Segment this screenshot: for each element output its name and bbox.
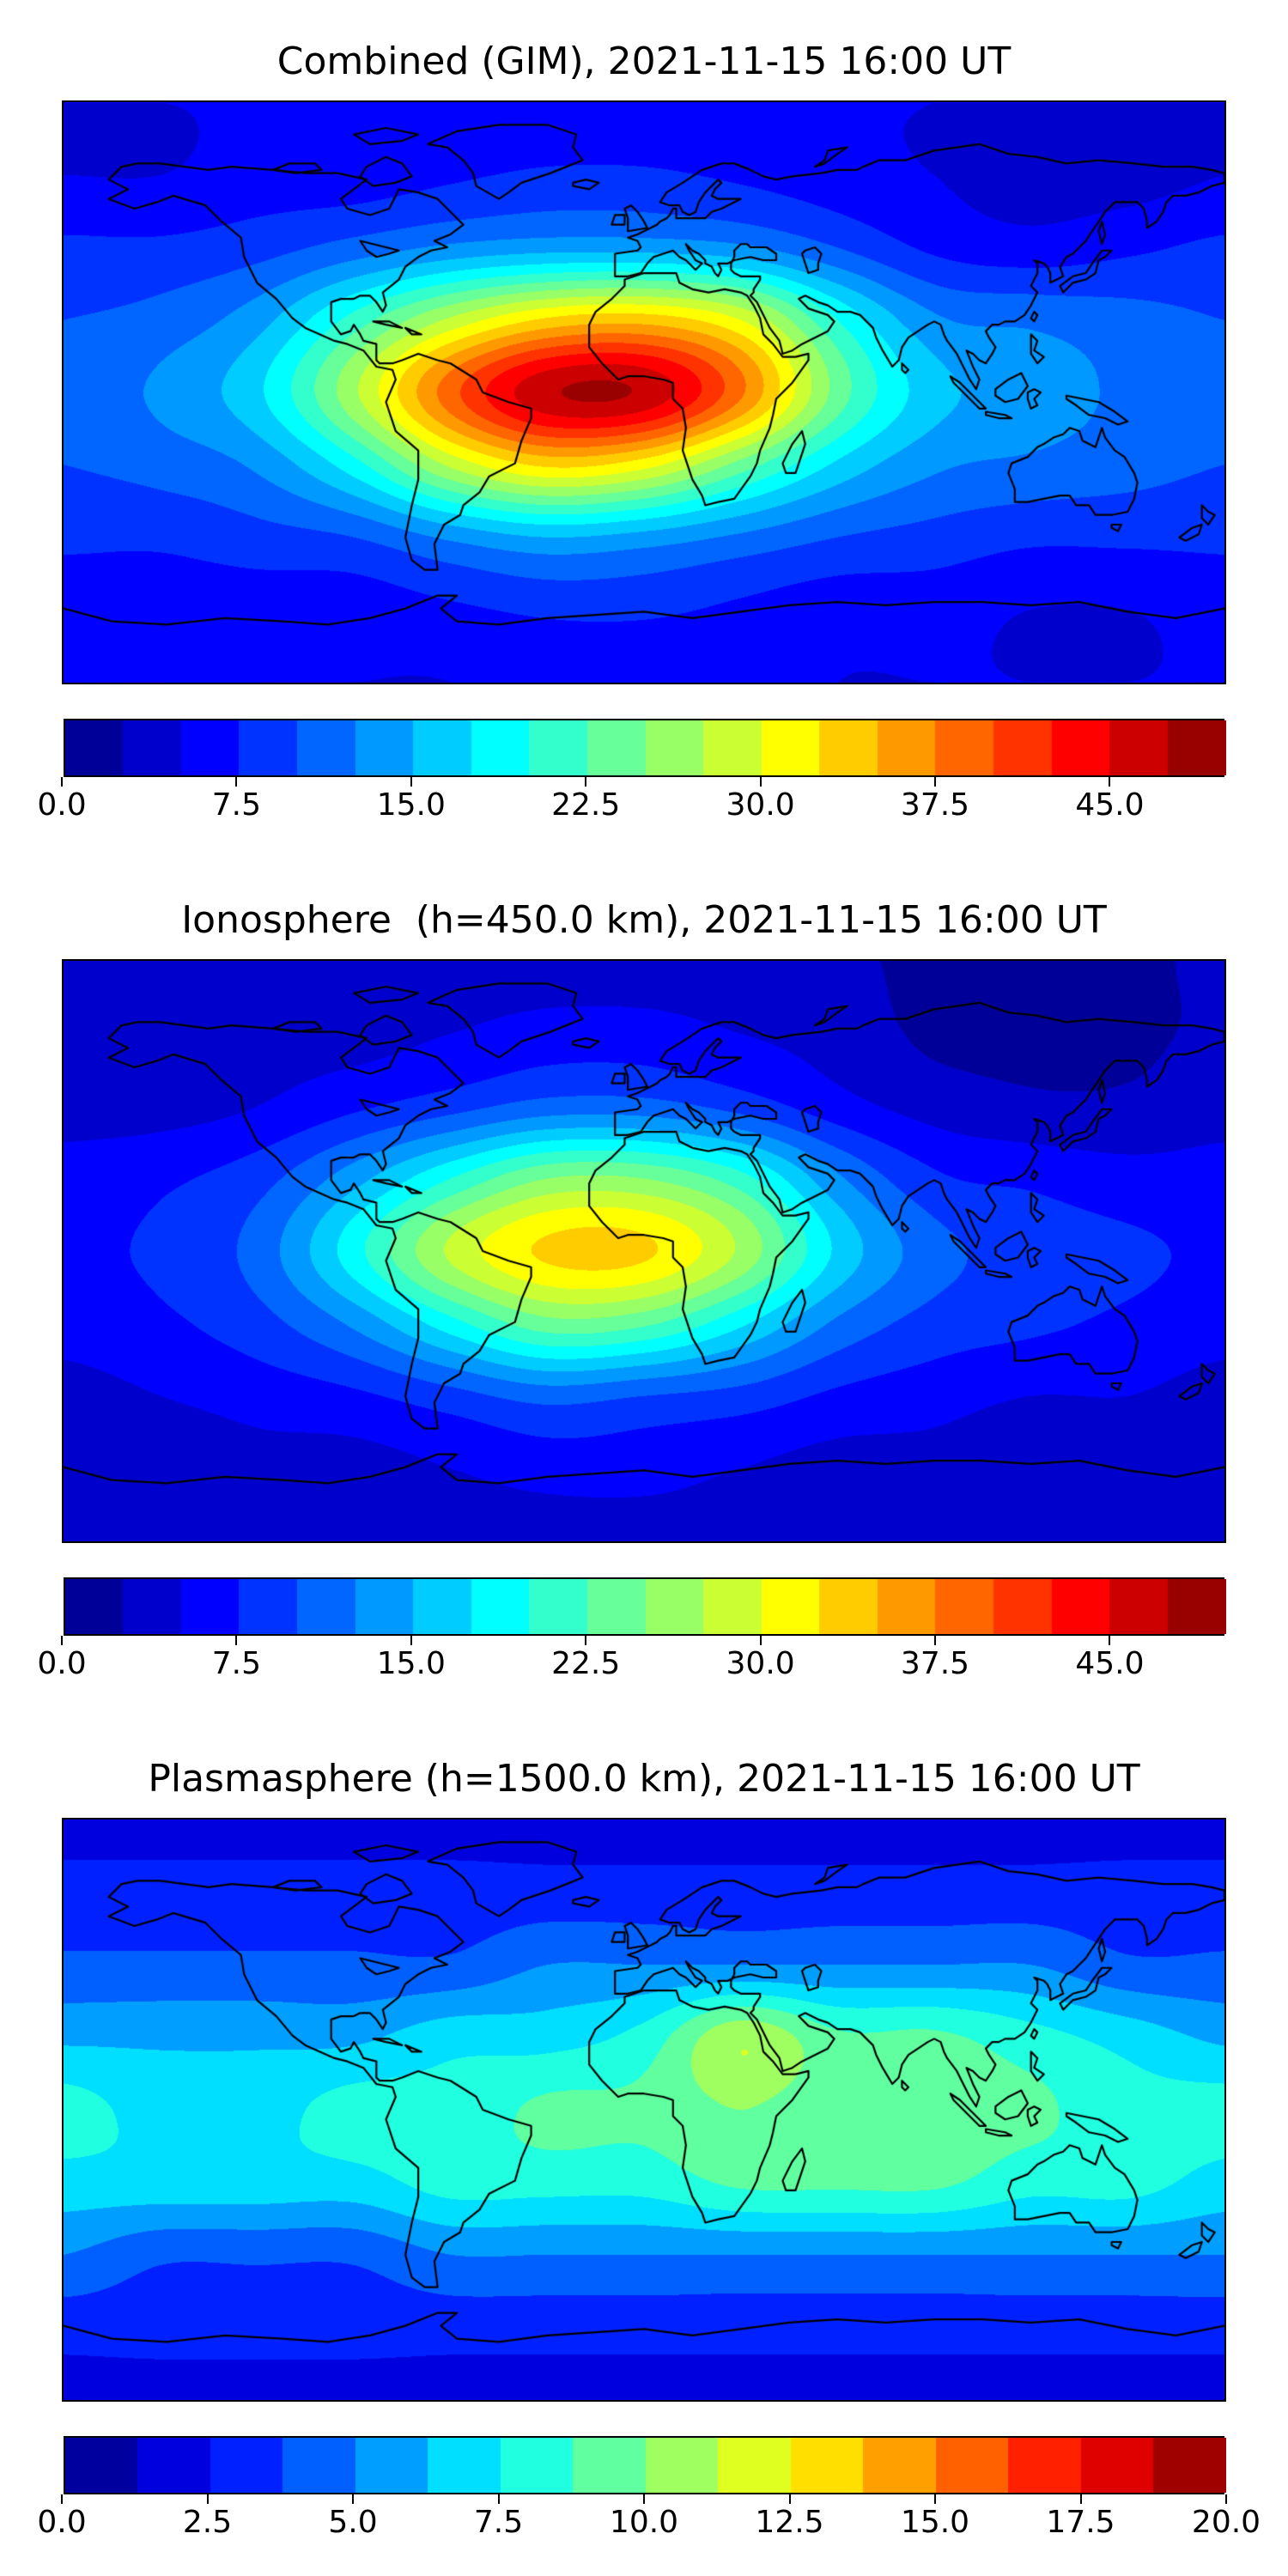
combined-map — [62, 100, 1226, 684]
colorbar-tick-mark — [759, 777, 762, 787]
ionosphere-colorbar — [64, 1577, 1226, 1636]
colorbar-tick-mark — [235, 1636, 238, 1645]
ionosphere-map — [62, 959, 1226, 1543]
panel-title-ionosphere: Ionosphere (h=450.0 km), 2021-11-15 16:0… — [181, 898, 1107, 942]
colorbar-tick-label: 10.0 — [609, 2505, 679, 2540]
colorbar-tick-label: 45.0 — [1075, 787, 1145, 823]
colorbar-tick-mark — [934, 1636, 936, 1645]
colorbar-tick-label: 45.0 — [1075, 1646, 1145, 1681]
colorbar-tick-mark — [235, 777, 238, 787]
colorbar-tick-label: 22.5 — [551, 787, 621, 823]
colorbar-tick-mark — [410, 777, 412, 787]
plasmasphere-colorbar-ticks — [61, 2494, 1227, 2504]
colorbar-tick-label: 17.5 — [1046, 2505, 1115, 2540]
combined-colorbar-ticks — [61, 777, 1226, 787]
colorbar-tick-label: 37.5 — [900, 1646, 970, 1681]
colorbar-tick-mark — [61, 1636, 63, 1645]
colorbar-tick-label: 7.5 — [473, 2505, 524, 2540]
ionosphere-colorbar-canvas — [65, 1579, 1226, 1634]
panel-combined: Combined (GIM), 2021-11-15 16:00 UT 0.0 7… — [0, 0, 1288, 859]
colorbar-tick-mark — [585, 777, 587, 787]
colorbar-tick-mark — [759, 1636, 762, 1645]
colorbar-tick-label: 2.5 — [182, 2505, 233, 2540]
colorbar-tick-mark — [410, 1636, 412, 1645]
colorbar-tick-mark — [1109, 777, 1111, 787]
colorbar-tick-label: 7.5 — [211, 787, 262, 823]
colorbar-tick-mark — [1225, 2494, 1227, 2504]
plasmasphere-colorbar-block: 0.0 2.5 5.0 7.5 10.0 12.5 15.0 17.5 20.0 — [37, 2436, 1261, 2543]
colorbar-tick-mark — [206, 2494, 209, 2504]
combined-colorbar-canvas — [65, 720, 1226, 775]
colorbar-tick-label: 37.5 — [900, 787, 970, 823]
colorbar-tick-label: 5.0 — [328, 2505, 378, 2540]
panel-title-plasmasphere: Plasmasphere (h=1500.0 km), 2021-11-15 1… — [148, 1757, 1140, 1801]
colorbar-tick-mark — [61, 777, 63, 787]
colorbar-tick-label: 30.0 — [726, 787, 795, 823]
plasmasphere-map — [62, 1818, 1226, 2402]
plasmasphere-colorbar — [64, 2436, 1226, 2494]
colorbar-tick-label: 30.0 — [726, 1646, 795, 1681]
panel-ionosphere: Ionosphere (h=450.0 km), 2021-11-15 16:0… — [0, 859, 1288, 1717]
colorbar-tick-label: 15.0 — [900, 2505, 970, 2540]
colorbar-tick-label: 7.5 — [211, 1646, 262, 1681]
colorbar-tick-mark — [934, 2494, 936, 2504]
colorbar-tick-mark — [585, 1636, 587, 1645]
colorbar-tick-label: 20.0 — [1191, 2505, 1261, 2540]
colorbar-tick-mark — [497, 2494, 500, 2504]
colorbar-tick-mark — [1079, 2494, 1082, 2504]
colorbar-tick-mark — [788, 2494, 791, 2504]
colorbar-tick-label: 0.0 — [37, 1646, 87, 1681]
colorbar-tick-label: 15.0 — [376, 787, 446, 823]
combined-colorbar-tick-labels: 0.0 7.5 15.0 22.5 30.0 37.5 45.0 — [37, 787, 1226, 826]
ionosphere-colorbar-tick-labels: 0.0 7.5 15.0 22.5 30.0 37.5 45.0 — [37, 1645, 1226, 1685]
plasmasphere-colorbar-canvas — [65, 2438, 1226, 2493]
colorbar-tick-label: 0.0 — [37, 2505, 87, 2540]
combined-map-canvas — [64, 102, 1224, 683]
colorbar-tick-mark — [934, 777, 936, 787]
colorbar-tick-mark — [643, 2494, 645, 2504]
plasmasphere-colorbar-tick-labels: 0.0 2.5 5.0 7.5 10.0 12.5 15.0 17.5 20.0 — [37, 2504, 1261, 2543]
ionosphere-map-canvas — [64, 961, 1224, 1541]
plasmasphere-map-canvas — [64, 1820, 1224, 2400]
colorbar-tick-label: 22.5 — [551, 1646, 621, 1681]
colorbar-tick-mark — [61, 2494, 63, 2504]
colorbar-tick-label: 12.5 — [755, 2505, 824, 2540]
combined-colorbar-block: 0.0 7.5 15.0 22.5 30.0 37.5 45.0 — [37, 719, 1226, 826]
ionosphere-colorbar-block: 0.0 7.5 15.0 22.5 30.0 37.5 45.0 — [37, 1577, 1226, 1685]
panel-title-combined: Combined (GIM), 2021-11-15 16:00 UT — [276, 39, 1012, 83]
panel-plasmasphere: Plasmasphere (h=1500.0 km), 2021-11-15 1… — [0, 1717, 1288, 2576]
colorbar-tick-mark — [352, 2494, 354, 2504]
ionosphere-colorbar-ticks — [61, 1636, 1226, 1645]
combined-colorbar — [64, 719, 1226, 777]
colorbar-tick-label: 15.0 — [376, 1646, 446, 1681]
colorbar-tick-mark — [1109, 1636, 1111, 1645]
colorbar-tick-label: 0.0 — [37, 787, 87, 823]
